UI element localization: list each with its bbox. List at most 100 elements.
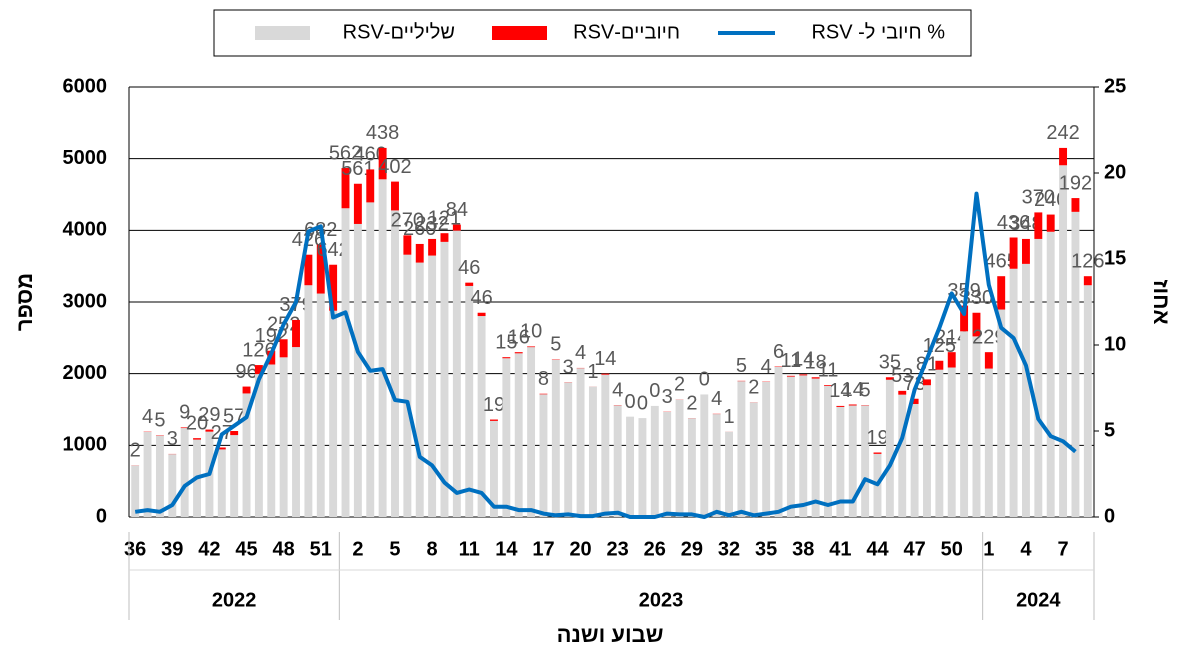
data-label: 229	[972, 326, 1005, 348]
data-label: 270	[391, 210, 424, 232]
data-label: 14	[792, 349, 814, 371]
data-label: 438	[366, 122, 399, 144]
bar-segment	[576, 368, 585, 517]
y-tick-label: 1000	[63, 434, 108, 456]
bar-segment	[824, 385, 832, 386]
data-label: 16	[508, 326, 530, 348]
data-label: 4	[575, 342, 586, 364]
data-label: 35	[879, 352, 901, 374]
bar-segment	[836, 406, 845, 517]
bar-segment	[341, 167, 350, 209]
bar-segment	[1059, 165, 1068, 517]
data-label: 0	[649, 380, 660, 402]
y-tick-label: 0	[96, 505, 107, 527]
x-tick-label: 38	[792, 538, 814, 560]
year-label: 2024	[1016, 589, 1061, 611]
bar-segment	[415, 262, 424, 517]
bar-segment	[997, 276, 1006, 310]
bar-segment	[1083, 276, 1092, 286]
x-tick-label: 20	[569, 538, 591, 560]
data-label: 15	[495, 331, 517, 353]
legend-swatch	[492, 26, 547, 40]
y-tick-label: 5000	[63, 147, 108, 169]
bar-segment	[329, 310, 338, 517]
bar-segment	[1046, 214, 1055, 232]
data-label: 242	[1046, 122, 1079, 144]
data-label: 14	[829, 380, 851, 402]
x-tick-label: 17	[532, 538, 554, 560]
data-label: 14	[842, 379, 864, 401]
x-tick-label: 7	[1058, 538, 1069, 560]
x-tick-label: 44	[866, 538, 889, 560]
bar-segment	[786, 375, 795, 377]
data-label: 2	[686, 392, 697, 414]
y2-tick-label: 20	[1104, 161, 1126, 183]
bar-segment	[279, 339, 288, 358]
bar-segment	[440, 233, 449, 242]
x-tick-label: 45	[235, 538, 257, 560]
y-axis-title: מספר	[12, 273, 37, 331]
bar-segment	[885, 377, 894, 380]
bar-segment	[898, 394, 907, 517]
bar-segment	[737, 381, 746, 517]
bar-segment	[1009, 268, 1018, 517]
bar-segment	[490, 420, 498, 517]
bar-segment	[848, 405, 857, 517]
data-label: 4	[711, 388, 722, 410]
x-tick-label: 48	[273, 538, 295, 560]
x-tick-label: 14	[495, 538, 518, 560]
data-label: 214	[935, 326, 968, 348]
data-label: 4	[142, 406, 153, 428]
bar-segment	[824, 385, 832, 517]
bar-segment	[131, 465, 140, 517]
data-label: 126	[242, 339, 275, 361]
legend-swatch	[255, 26, 310, 40]
bar-segment	[873, 452, 882, 454]
bar-segment	[391, 210, 399, 517]
data-label: 232	[415, 213, 448, 235]
bar-segment	[316, 244, 325, 294]
line-series	[134, 191, 1077, 519]
y-tick-label: 2000	[63, 362, 108, 384]
bar-segment	[613, 405, 622, 517]
data-label: 84	[446, 199, 468, 221]
bar-segment	[687, 418, 696, 517]
bar-segment	[440, 241, 449, 517]
bar-segment	[675, 399, 684, 517]
bar-segment	[836, 405, 845, 407]
data-label: 4	[612, 379, 623, 401]
bar-segment	[923, 379, 931, 386]
bar-segment	[811, 377, 820, 379]
year-label: 2022	[212, 589, 257, 611]
bar-segment	[366, 202, 375, 517]
bar-segment	[527, 346, 536, 348]
bar-segment	[898, 390, 907, 395]
data-label: 126	[1071, 250, 1104, 272]
data-label: 46	[458, 257, 480, 279]
bar-segment	[910, 403, 919, 517]
data-label: 14	[594, 348, 616, 370]
bar-segment	[490, 419, 498, 421]
bar-segment	[378, 179, 387, 517]
bar-segment	[304, 254, 313, 286]
data-label: 402	[378, 156, 411, 178]
bar-segment	[539, 393, 548, 395]
bar-segment	[762, 381, 771, 517]
bar-segment	[848, 404, 857, 406]
bar-segment	[984, 368, 993, 517]
x-tick-label: 8	[427, 538, 438, 560]
y2-tick-label: 0	[1104, 505, 1115, 527]
bar-segment	[452, 230, 461, 517]
data-label: 4	[761, 356, 772, 378]
bar-segment	[638, 418, 647, 517]
data-label: 3	[167, 428, 178, 450]
bar-segment	[935, 360, 944, 370]
bar-segment	[861, 405, 870, 517]
bar-segment	[477, 312, 486, 317]
data-label: 460	[354, 144, 387, 166]
data-label: 5	[550, 334, 561, 356]
bar-segment	[972, 312, 981, 337]
y-tick-label: 3000	[63, 290, 108, 312]
bar-segment	[626, 416, 635, 517]
data-label: 9	[179, 402, 190, 424]
